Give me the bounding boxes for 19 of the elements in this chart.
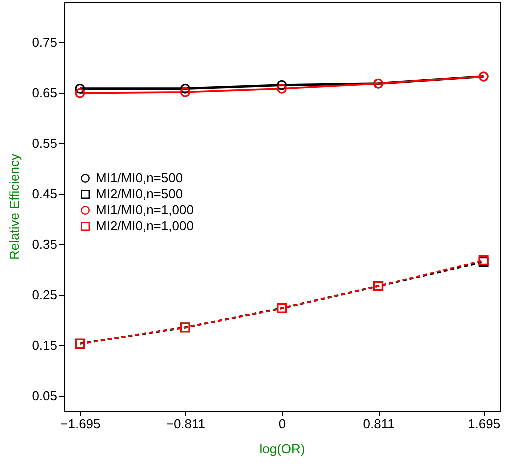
x-tick-label: −1.695 xyxy=(60,416,101,432)
legend-label: MI1/MI0,n=1,000 xyxy=(96,202,194,218)
x-tick-label: 0.811 xyxy=(363,416,395,432)
y-tick-label: 0.75 xyxy=(32,34,58,50)
x-tick-label: 0 xyxy=(278,416,286,432)
y-tick-label: 0.05 xyxy=(32,388,58,404)
y-tick-label: 0.25 xyxy=(32,287,58,302)
y-axis-title: Relative Efficiency xyxy=(7,154,22,260)
legend-label: MI1/MI0,n=500 xyxy=(96,170,184,186)
x-tick-label: −0.811 xyxy=(166,416,206,432)
x-tick-label: 1.695 xyxy=(468,416,501,432)
legend-label: MI2/MI0,n=1,000 xyxy=(96,218,194,234)
x-axis-title: log(OR) xyxy=(260,442,306,456)
y-tick-label: 0.15 xyxy=(32,338,58,353)
y-tick-label: 0.35 xyxy=(32,236,58,252)
y-tick-label: 0.65 xyxy=(32,85,58,100)
y-tick-label: 0.55 xyxy=(32,136,58,151)
y-tick-label: 0.45 xyxy=(32,186,58,202)
legend-label: MI2/MI0,n=500 xyxy=(96,186,184,202)
